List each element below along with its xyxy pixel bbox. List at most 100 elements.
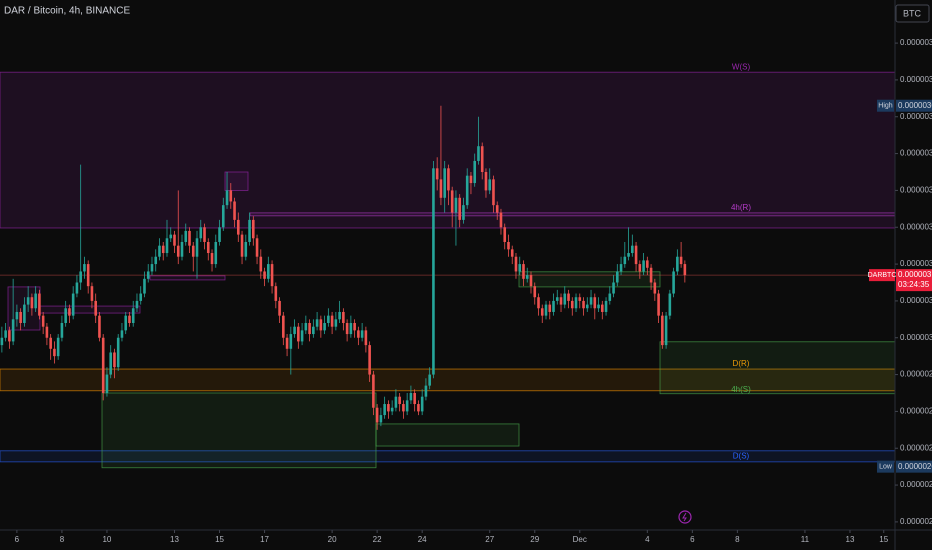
candle-body <box>649 267 653 283</box>
x-tick-label: 20 <box>328 535 337 544</box>
candle-body <box>608 293 612 301</box>
candle-body <box>597 304 600 309</box>
candle-body <box>619 264 623 272</box>
candle-body <box>435 168 439 180</box>
candle-body <box>518 264 522 272</box>
y-tick-label: 0.00000280 <box>900 407 932 416</box>
candle-body <box>372 374 375 408</box>
candle-body <box>570 300 574 309</box>
candle-body <box>469 175 473 184</box>
candle-body <box>484 172 488 191</box>
zone <box>518 271 661 288</box>
candle-body <box>150 264 154 272</box>
candle-body <box>679 256 683 265</box>
event-icon[interactable] <box>678 510 692 524</box>
candle-body <box>634 245 638 265</box>
candle-body <box>480 146 484 173</box>
candle-body <box>229 190 233 202</box>
candle-body <box>8 330 11 342</box>
candle-body <box>668 293 672 316</box>
candle-body <box>94 300 97 316</box>
low-tag-box <box>877 460 894 473</box>
candle-body <box>199 227 203 239</box>
candle-body <box>646 260 649 268</box>
candle-body <box>409 392 413 401</box>
candle-body <box>375 407 379 423</box>
candle-body <box>567 293 570 301</box>
candle-body <box>64 308 67 324</box>
candle-body <box>402 404 405 412</box>
candle-body <box>282 315 285 338</box>
x-tick-label: 6 <box>690 535 695 544</box>
currency[interactable]: BTC <box>903 8 922 18</box>
candle-body <box>203 227 206 242</box>
zone <box>375 423 520 447</box>
low-tag: Low <box>879 463 893 470</box>
candle-body <box>255 238 259 257</box>
zone-label: 4h(R) <box>731 203 751 212</box>
candle-body <box>349 323 353 335</box>
candle-body <box>533 286 537 298</box>
y-tick-label: 0.00000270 <box>900 443 932 452</box>
zone-label: 4h(S) <box>731 385 751 394</box>
candle-body <box>593 297 597 309</box>
candle-body <box>672 271 675 294</box>
candle-body <box>297 326 300 342</box>
candle-body <box>259 256 263 272</box>
candle-body <box>507 241 510 250</box>
candle-body <box>495 205 499 213</box>
y-tick-label: 0.00000360 <box>900 112 932 121</box>
y-tick-label: 0.00000310 <box>900 296 932 305</box>
x-tick-label: 15 <box>879 535 888 544</box>
candle-body <box>661 315 664 346</box>
candle-body <box>334 319 338 327</box>
candle-body <box>642 260 645 272</box>
candle-body <box>41 315 45 327</box>
candle-body <box>330 315 334 327</box>
candle-body <box>454 197 458 213</box>
candle-body <box>79 271 82 283</box>
candle-body <box>462 205 465 220</box>
candle-body <box>60 323 64 338</box>
candle-body <box>631 245 634 254</box>
candle-body <box>98 315 101 338</box>
candle-body <box>83 264 86 272</box>
last-symbol: DARBTC <box>868 272 897 279</box>
candle-body <box>364 330 368 346</box>
candle-body <box>274 286 278 301</box>
x-tick-label: Dec <box>573 535 587 544</box>
candle-body <box>113 352 116 368</box>
low-price-box <box>896 460 932 473</box>
candle-body <box>443 168 446 198</box>
candle-body <box>623 256 627 265</box>
candle-body <box>225 190 229 206</box>
x-tick-label: 13 <box>170 535 179 544</box>
candle-body <box>540 308 544 316</box>
candle-body <box>240 234 244 257</box>
candle-body <box>191 245 195 257</box>
zone <box>101 392 377 469</box>
candle-body <box>26 297 30 305</box>
candle-body <box>552 300 555 312</box>
y-tick-label: 0.00000330 <box>900 222 932 231</box>
candle-body <box>23 304 26 324</box>
candle-body <box>612 282 615 294</box>
candle-body <box>338 311 341 320</box>
candle-body <box>465 175 469 206</box>
candle-body <box>503 227 507 242</box>
candle-body <box>210 253 214 265</box>
candle-body <box>105 374 109 393</box>
candle-body <box>131 308 135 324</box>
x-tick-label: 27 <box>485 535 494 544</box>
candle-body <box>327 315 330 324</box>
candle-body <box>514 256 518 272</box>
candle-body <box>0 337 4 346</box>
candle-body <box>574 297 578 309</box>
candle-body <box>616 271 619 283</box>
currency-box[interactable] <box>895 4 930 23</box>
candle-body <box>169 234 173 239</box>
candle-body <box>638 264 642 272</box>
x-tick-label: 17 <box>260 535 269 544</box>
x-tick-label: 8 <box>735 535 740 544</box>
candle-body <box>342 311 345 324</box>
